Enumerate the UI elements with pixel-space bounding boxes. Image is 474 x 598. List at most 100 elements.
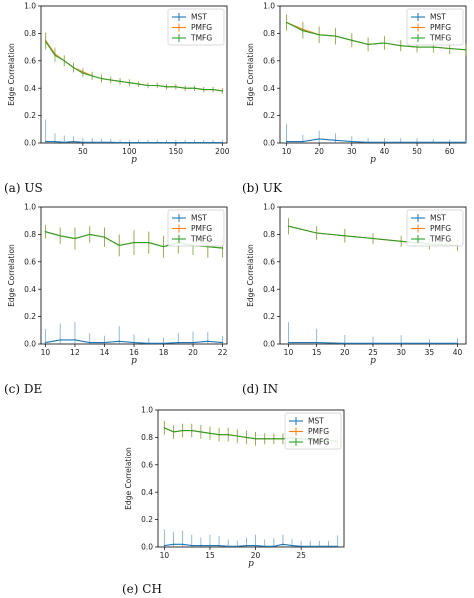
y-tick-label: 0.0: [141, 543, 153, 552]
data-point: [163, 427, 165, 429]
data-point: [207, 246, 209, 248]
data-point: [285, 21, 288, 24]
data-point: [449, 141, 451, 143]
y-tick-label: 1.0: [24, 2, 36, 11]
data-point: [72, 141, 75, 143]
y-tick-label: 0.8: [263, 230, 275, 239]
data-point: [148, 342, 150, 344]
data-point: [432, 141, 434, 143]
legend-box: [406, 209, 464, 247]
x-tick-label: 35: [425, 348, 435, 357]
x-tick-label: 10: [160, 551, 170, 560]
data-point: [74, 339, 76, 341]
data-point: [138, 83, 140, 85]
data-point: [100, 78, 103, 80]
data-point: [287, 225, 290, 227]
y-tick-label: 0.8: [24, 230, 36, 239]
data-point: [133, 342, 135, 344]
data-point: [177, 342, 179, 344]
y-tick-label: 0.6: [24, 257, 36, 266]
x-axis-label: p: [248, 559, 254, 569]
data-point: [400, 342, 402, 344]
x-axis-label: p: [131, 155, 137, 165]
x-tick-label: 15: [312, 348, 322, 357]
series-mst: [44, 322, 224, 344]
data-point: [428, 342, 430, 344]
series-mst: [163, 529, 339, 547]
data-point: [74, 237, 76, 240]
data-point: [327, 545, 330, 547]
data-point: [44, 231, 47, 233]
x-tick-label: 60: [445, 147, 455, 156]
data-point: [282, 438, 284, 440]
data-point: [449, 47, 451, 50]
data-point: [207, 340, 209, 342]
legend-label-tmfg: TMFG: [190, 34, 212, 43]
x-tick-label: 14: [100, 348, 110, 357]
data-point: [291, 545, 293, 547]
caption-in: (d) IN: [242, 382, 278, 396]
data-point: [383, 42, 386, 44]
legend-box: [284, 412, 342, 450]
data-point: [316, 342, 318, 344]
legend-label-mst: MST: [191, 214, 207, 223]
data-point: [118, 340, 120, 342]
data-point: [432, 46, 434, 48]
data-point: [318, 545, 320, 547]
data-point: [162, 246, 165, 248]
data-point: [63, 141, 65, 143]
data-point: [59, 339, 61, 341]
data-point: [351, 39, 353, 41]
data-point: [212, 88, 214, 91]
data-point: [372, 342, 374, 344]
x-axis-label: p: [131, 356, 137, 366]
x-tick-label: 20: [188, 348, 198, 357]
data-point: [192, 342, 194, 344]
data-point: [318, 34, 320, 36]
data-point: [54, 141, 56, 143]
caption-uk: (b) UK: [242, 181, 283, 195]
series-tmfg: [285, 14, 467, 56]
data-point: [227, 545, 229, 547]
data-point: [165, 141, 168, 144]
series-line: [164, 543, 338, 547]
series-mst: [287, 322, 459, 344]
data-point: [300, 545, 302, 547]
y-tick-label: 0.4: [141, 488, 153, 497]
data-point: [302, 30, 304, 32]
data-point: [456, 342, 459, 344]
data-point: [337, 545, 339, 547]
y-tick-label: 1.0: [141, 406, 153, 415]
x-tick-label: 50: [412, 147, 422, 156]
data-point: [465, 141, 467, 143]
data-point: [138, 141, 140, 144]
plot-frame: [279, 5, 467, 144]
y-tick-label: 0.4: [263, 285, 275, 294]
data-point: [400, 240, 402, 242]
x-tick-label: 18: [159, 348, 169, 357]
data-point: [264, 545, 266, 547]
x-tick-label: 10: [284, 348, 294, 357]
data-point: [184, 87, 186, 89]
data-point: [147, 141, 149, 144]
data-point: [147, 84, 149, 87]
y-tick-label: 0.8: [141, 433, 153, 442]
y-tick-label: 0.2: [263, 111, 275, 120]
chart-in: 0.0 0.2 0.4 0.6 0.8 1.0 10 15 20 25 30 35 40 p Edge Co…: [242, 203, 467, 396]
data-point: [156, 84, 158, 87]
y-tick-label: 0.2: [24, 111, 36, 120]
data-point: [264, 438, 266, 440]
data-point: [128, 82, 130, 84]
caption-ch: (e) CH: [122, 582, 162, 596]
legend-box: [167, 8, 225, 46]
data-point: [318, 138, 320, 140]
data-point: [287, 342, 290, 344]
data-point: [221, 90, 223, 92]
y-tick-label: 0.8: [24, 29, 36, 38]
data-point: [191, 429, 193, 432]
data-point: [245, 545, 248, 547]
y-axis-label: Edge Correlation: [246, 244, 255, 307]
plot-frame: [157, 409, 345, 548]
